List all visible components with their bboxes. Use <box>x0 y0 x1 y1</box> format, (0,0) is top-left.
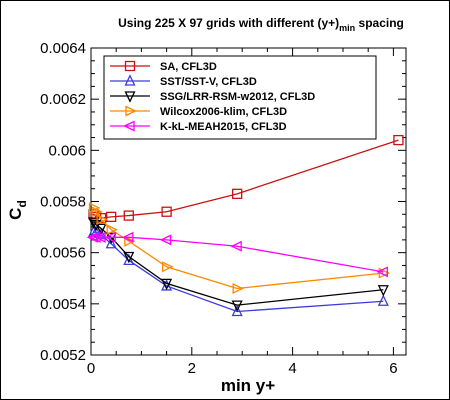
data-point-square <box>161 206 172 217</box>
y-tick-label: 0.0062 <box>40 91 86 108</box>
data-point-triangle-right <box>91 206 103 218</box>
legend-entry: K-kL-MEAH2015, CFL3D <box>110 120 287 133</box>
data-point-triangle-up <box>124 74 136 86</box>
chart-title-suffix: spacing <box>355 16 404 30</box>
legend-label: K-kL-MEAH2015, CFL3D <box>160 121 287 133</box>
legend: SA, CFL3D SST/SST-V, CFL3D SSG/LRR-RSM-w20… <box>103 55 377 140</box>
legend-entry: SA, CFL3D <box>110 60 217 73</box>
series-line <box>92 207 384 290</box>
series-line <box>93 231 384 313</box>
y-axis-label: Cd <box>6 200 29 220</box>
data-point-triangle-left <box>122 231 134 243</box>
data-point-triangle-down <box>95 223 107 236</box>
chart-title-main: Using 225 X 97 grids with different (y+) <box>118 16 339 30</box>
data-point-triangle-right <box>232 282 244 295</box>
legend-entry: Wilcox2006-klim, CFL3D <box>110 105 287 118</box>
legend-label: Wilcox2006-klim, CFL3D <box>160 106 287 118</box>
data-point-triangle-left <box>376 266 388 278</box>
x-axis-label: min y+ <box>221 376 275 395</box>
series-line <box>93 139 399 219</box>
data-point-triangle-left <box>104 231 116 243</box>
data-point-triangle-up <box>231 304 243 317</box>
data-point-triangle-down <box>90 219 102 232</box>
data-point-triangle-left <box>230 240 242 252</box>
data-point-triangle-down <box>123 251 135 264</box>
legend-label: SA, CFL3D <box>160 61 217 73</box>
data-point-triangle-left <box>159 234 172 246</box>
series-layer <box>86 134 404 317</box>
legend-entry: SSG/LRR-RSM-w2012, CFL3D <box>110 91 315 103</box>
y-tick-label: 0.006 <box>48 142 86 159</box>
x-tick-label: 6 <box>389 360 397 377</box>
data-point-square <box>106 211 117 223</box>
series-3 <box>87 217 389 312</box>
data-point-triangle-left <box>86 231 99 243</box>
series-1 <box>88 134 404 224</box>
x-tick-label: 0 <box>87 360 95 377</box>
data-point-triangle-right <box>124 235 136 247</box>
data-point-triangle-up <box>90 225 102 237</box>
chart-title-subscript: min <box>339 23 355 33</box>
data-point-triangle-right <box>88 202 101 214</box>
ticks-layer: 0 2 4 6 0.0052 0.0054 0.0056 0.0058 0.006 0.0062 0… <box>40 40 406 377</box>
data-point-triangle-left <box>89 231 101 243</box>
legend-entry: SST/SST-V, CFL3D <box>110 74 257 88</box>
y-tick-label: 0.0058 <box>40 194 86 211</box>
data-point-triangle-down <box>105 232 117 245</box>
data-point-square <box>124 60 136 72</box>
data-point-square <box>232 188 243 199</box>
series-4 <box>88 202 391 295</box>
data-point-triangle-right <box>161 261 174 273</box>
data-point-triangle-down <box>231 300 243 312</box>
data-point-triangle-right <box>96 213 108 225</box>
data-point-triangle-up <box>377 294 389 306</box>
data-point-triangle-up <box>123 253 135 265</box>
y-axis-label-main: C <box>6 208 25 220</box>
legend-box <box>103 55 377 140</box>
y-axis-label-subscript: d <box>15 200 29 207</box>
x-tick-label: 2 <box>188 360 196 377</box>
y-tick-label: 0.0064 <box>40 40 86 57</box>
data-point-triangle-down <box>87 217 100 229</box>
data-point-square <box>123 210 134 221</box>
data-point-triangle-right <box>125 105 137 117</box>
series-line <box>93 221 384 306</box>
data-point-triangle-left <box>123 120 135 132</box>
data-point-triangle-up <box>105 236 117 249</box>
series-5 <box>86 231 388 278</box>
legend-label: SST/SST-V, CFL3D <box>160 76 257 88</box>
chart-title: Using 225 X 97 grids with different (y+)… <box>118 16 404 33</box>
data-point-triangle-down <box>161 278 173 291</box>
data-point-triangle-down <box>377 285 389 297</box>
y-tick-label: 0.0054 <box>40 296 86 313</box>
data-point-triangle-down <box>124 91 136 103</box>
data-point-triangle-right <box>106 224 118 236</box>
data-point-square <box>393 134 404 146</box>
legend-label: SSG/LRR-RSM-w2012, CFL3D <box>160 91 315 103</box>
y-tick-label: 0.0056 <box>40 245 86 262</box>
x-tick-label: 4 <box>288 360 296 377</box>
y-tick-label: 0.0052 <box>40 347 86 364</box>
series-2 <box>87 225 389 317</box>
